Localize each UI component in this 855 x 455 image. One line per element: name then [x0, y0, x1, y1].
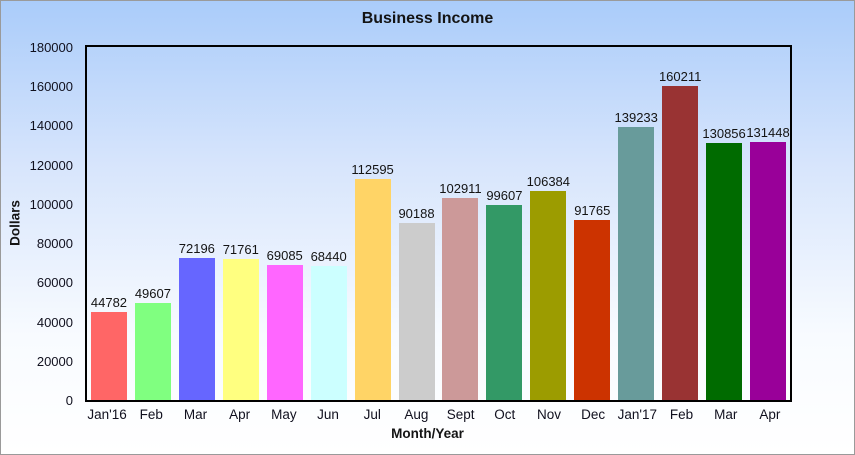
bar-value-label: 99607	[486, 188, 523, 203]
bar-Mar	[706, 143, 743, 400]
bar-slot: 112595	[351, 47, 395, 400]
x-tick-label: Dec	[581, 407, 606, 422]
y-tick-label: 160000	[29, 79, 73, 95]
bar-value-label: 102911	[439, 181, 482, 196]
bar-slot: 160211	[658, 47, 702, 400]
y-tick-label: 120000	[29, 157, 73, 173]
y-tick-label: 180000	[29, 40, 73, 55]
x-tick-label: Aug	[404, 407, 429, 422]
x-tick-label: Jan'17	[617, 407, 658, 422]
bar-value-label: 160211	[658, 69, 702, 84]
bar-value-label: 44782	[90, 295, 128, 310]
x-tick-label: Jul	[363, 407, 381, 422]
bar-value-label: 139233	[614, 110, 658, 125]
chart-title: Business Income	[361, 10, 494, 27]
y-tick-label: 140000	[29, 118, 73, 134]
bar-slot: 90188	[395, 47, 439, 400]
bar-Jul	[354, 179, 391, 400]
bar-slot: 130856	[702, 47, 746, 400]
bar-Dec	[574, 220, 611, 400]
bar-slot: 49607	[131, 47, 175, 400]
bar-value-label: 71761	[222, 242, 259, 257]
plot-area: 44782 49607 72196 71761 69085 68440 112595 9018…	[85, 45, 792, 402]
bar-Jan'17	[618, 127, 655, 400]
bar-value-label: 68440	[310, 249, 347, 264]
bar-value-label: 130856	[702, 126, 746, 141]
bar-May	[266, 265, 303, 400]
bar-slot: 102911	[439, 47, 483, 400]
x-tick-label: Feb	[669, 407, 694, 422]
x-tick-label: Sept	[446, 407, 475, 422]
x-tick-label: Jan'16	[87, 407, 127, 422]
y-tick-label: 100000	[29, 196, 73, 212]
x-tick-label: Jun	[317, 407, 339, 422]
bar-Oct	[486, 205, 523, 400]
y-tick-label: 20000	[36, 353, 73, 369]
bar-value-label: 106384	[526, 174, 571, 189]
x-tick-label: Mar	[714, 407, 738, 422]
bar-slot: 72196	[175, 47, 219, 400]
bar-slot: 91765	[570, 47, 614, 400]
x-axis-title: Month/Year	[391, 426, 464, 441]
bar-value-label: 72196	[178, 241, 215, 256]
bar-Aug	[398, 223, 435, 400]
bar-value-label: 90188	[398, 206, 435, 221]
x-tick-label: Apr	[759, 407, 781, 422]
bar-Feb	[134, 303, 171, 400]
bar-Jun	[310, 266, 347, 400]
x-tick-label: Feb	[139, 407, 163, 422]
bar-slot: 44782	[87, 47, 131, 400]
bar-value-label: 91765	[574, 203, 611, 218]
bar-slot: 99607	[482, 47, 526, 400]
bar-value-label: 112595	[351, 162, 394, 177]
bar-slot: 106384	[526, 47, 570, 400]
bar-value-label: 49607	[134, 286, 171, 301]
bar-Feb	[662, 86, 699, 400]
x-tick-label: Nov	[536, 407, 561, 422]
bar-value-label: 131448	[746, 125, 790, 140]
bar-slot: 131448	[746, 47, 790, 400]
y-tick-label: 0	[65, 393, 73, 408]
x-tick-label: Oct	[494, 407, 516, 422]
y-tick-label: 40000	[36, 314, 73, 330]
bar-slot: 139233	[614, 47, 658, 400]
x-axis-tick-labels: Jan'16 Feb Mar Apr May Jun Jul Aug Sept Oct Nov Dec…	[85, 407, 792, 422]
x-tick-label: May	[271, 407, 297, 422]
bar-slot: 68440	[307, 47, 351, 400]
bar-slot: 69085	[263, 47, 307, 400]
bar-Nov	[530, 191, 567, 400]
bar-Apr	[750, 142, 787, 400]
y-tick-label: 80000	[36, 236, 73, 252]
x-tick-label: Mar	[183, 407, 208, 422]
bar-Sept	[442, 198, 479, 400]
bar-slot: 71761	[219, 47, 263, 400]
y-tick-label: 60000	[36, 275, 73, 291]
bar-value-label: 69085	[266, 248, 303, 263]
bar-Mar	[178, 258, 215, 400]
bar-Jan'16	[90, 312, 127, 400]
bar-Apr	[222, 259, 259, 400]
x-tick-label: Apr	[229, 407, 251, 422]
